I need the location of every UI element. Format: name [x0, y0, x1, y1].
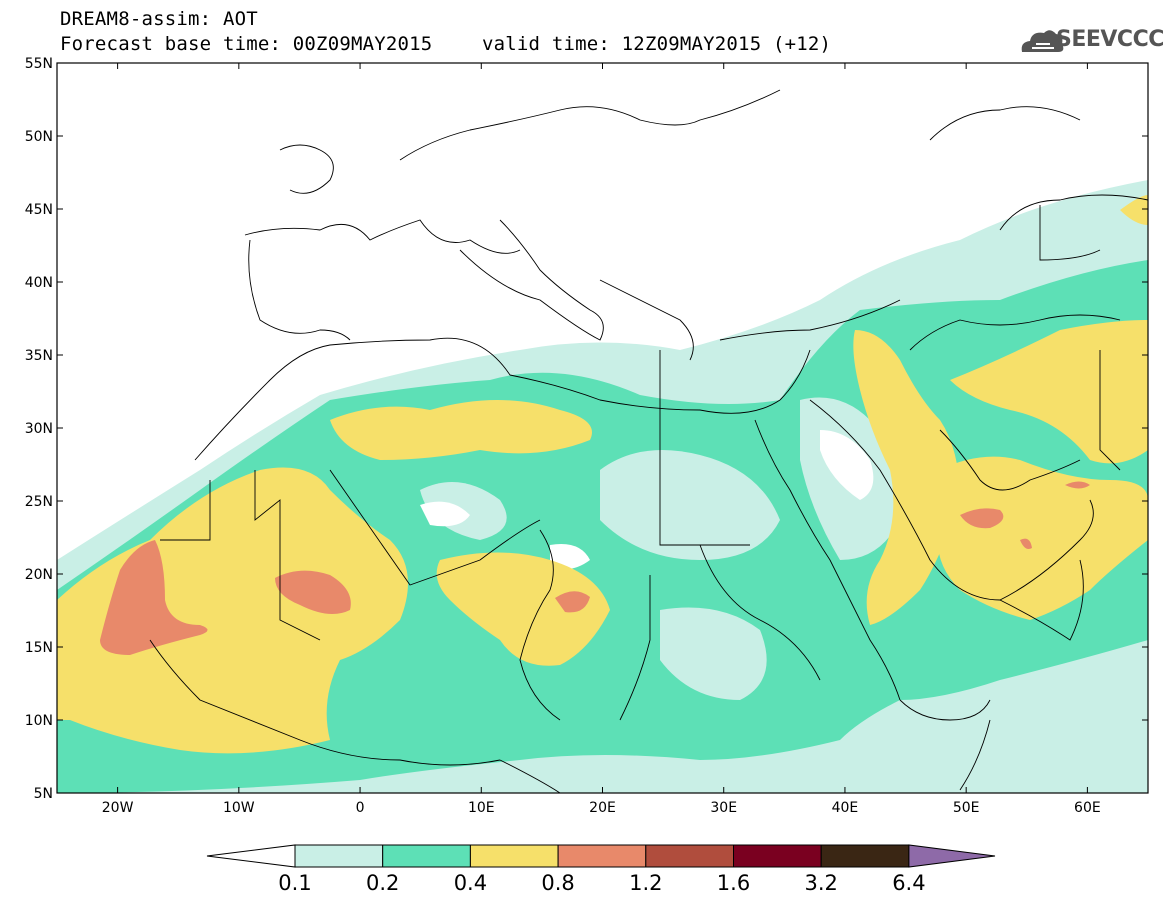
colorbar-segment: [820, 844, 910, 868]
colorbar-label: 1.6: [717, 871, 750, 895]
colorbar-segment: [469, 844, 559, 868]
lon-tick-label: 0: [356, 800, 365, 816]
lat-tick-label: 40N: [25, 275, 53, 291]
colorbar-label: 0.1: [278, 871, 311, 895]
colorbar: 0.1 0.2 0.4 0.8 1.2 1.6 3.2 6.4: [206, 844, 996, 895]
colorbar-label: 1.2: [629, 871, 662, 895]
colorbar-label: 6.4: [892, 871, 925, 895]
lat-tick-label: 55N: [25, 56, 53, 72]
lon-tick-label: 60E: [1074, 800, 1101, 816]
valid-time: valid time: 12Z09MAY2015 (+12): [482, 33, 832, 55]
colorbar-label: 3.2: [804, 871, 837, 895]
lat-tick-label: 15N: [25, 640, 53, 656]
colorbar-underflow-triangle: [206, 844, 296, 868]
lat-tick-label: 45N: [25, 202, 53, 218]
axis-ticks: 20W 10W 0 10E 20E 30E 40E 50E 60E 55N 50N 45N 40N 35N…: [25, 56, 1148, 816]
lat-tick-label: 50N: [25, 129, 53, 145]
lat-tick-label: 35N: [25, 348, 53, 364]
colorbar-segment: [382, 844, 471, 868]
map-plot-area: [57, 63, 1148, 793]
colorbar-label: 0.4: [454, 871, 487, 895]
lon-tick-label: 10W: [223, 800, 255, 816]
lon-tick-label: 20W: [102, 800, 134, 816]
forecast-base-time: Forecast base time: 00Z09MAY2015: [60, 33, 433, 55]
lat-tick-label: 20N: [25, 567, 53, 583]
map-title: DREAM8-assim: AOT: [60, 8, 258, 30]
colorbar-segment: [294, 844, 384, 868]
aot-contour-0-8: [100, 481, 1090, 655]
coastlines-borders: [149, 89, 1148, 793]
aot-contour-white-holes: [420, 430, 874, 569]
lon-tick-label: 30E: [710, 800, 737, 816]
colorbar-segment: [733, 844, 822, 868]
colorbar-segment: [557, 844, 647, 868]
lat-tick-label: 25N: [25, 494, 53, 510]
lat-tick-label: 10N: [25, 713, 53, 729]
logo-text: SEEVCCC: [1056, 27, 1164, 52]
colorbar-segment: [645, 844, 734, 868]
aot-contour-0-4: [57, 195, 1148, 754]
lat-tick-label: 5N: [34, 786, 53, 802]
lon-tick-label: 40E: [832, 800, 859, 816]
lat-tick-label: 30N: [25, 421, 53, 437]
lon-tick-label: 10E: [468, 800, 495, 816]
cloud-logo-icon: [1021, 30, 1064, 52]
colorbar-label: 0.8: [541, 871, 574, 895]
colorbar-overflow-triangle: [908, 844, 996, 868]
lon-tick-label: 20E: [589, 800, 616, 816]
lon-tick-label: 50E: [953, 800, 980, 816]
colorbar-label: 0.2: [366, 871, 399, 895]
